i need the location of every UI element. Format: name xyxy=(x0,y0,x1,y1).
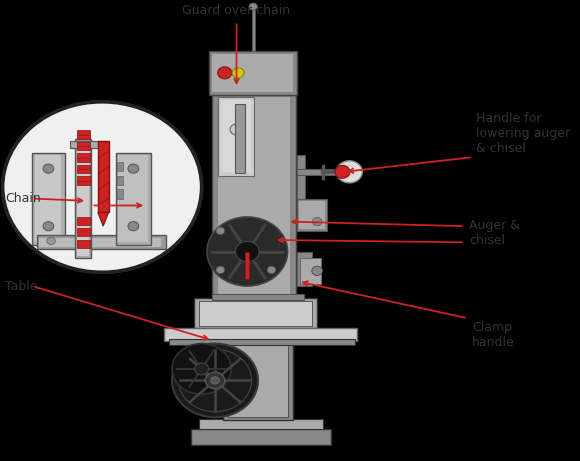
Circle shape xyxy=(179,349,252,412)
Bar xyxy=(98,141,108,213)
Circle shape xyxy=(47,237,55,245)
Circle shape xyxy=(195,363,209,375)
Bar xyxy=(35,155,61,242)
Bar xyxy=(164,328,357,341)
Circle shape xyxy=(230,124,243,135)
Bar xyxy=(77,228,90,236)
Bar xyxy=(77,141,89,256)
Circle shape xyxy=(336,161,362,183)
Bar xyxy=(77,217,90,225)
Bar xyxy=(235,104,245,173)
Bar xyxy=(297,252,312,286)
Bar xyxy=(77,154,90,162)
Text: Table: Table xyxy=(5,279,38,293)
Bar xyxy=(115,153,151,245)
Circle shape xyxy=(207,217,288,286)
Bar xyxy=(300,259,321,284)
Bar xyxy=(77,130,90,139)
Bar xyxy=(37,236,165,249)
Text: Guard over chain: Guard over chain xyxy=(183,4,291,17)
Bar xyxy=(298,200,327,231)
Bar xyxy=(32,153,64,245)
Polygon shape xyxy=(98,213,108,226)
Bar xyxy=(77,177,90,185)
Bar xyxy=(223,341,293,420)
Bar xyxy=(3,102,202,272)
Bar xyxy=(212,54,293,92)
Bar xyxy=(222,100,251,172)
Bar xyxy=(229,343,288,417)
Circle shape xyxy=(343,166,354,175)
Bar xyxy=(212,294,304,300)
Circle shape xyxy=(205,372,224,389)
Circle shape xyxy=(312,266,322,276)
Bar xyxy=(199,419,322,429)
Circle shape xyxy=(128,164,139,173)
Bar xyxy=(199,301,312,326)
Circle shape xyxy=(3,102,202,272)
Circle shape xyxy=(267,266,275,274)
Bar xyxy=(218,97,290,295)
Text: Auger &
chisel: Auger & chisel xyxy=(469,219,520,247)
Bar xyxy=(75,139,92,259)
Bar xyxy=(117,189,122,199)
Bar xyxy=(218,97,254,176)
Circle shape xyxy=(218,67,231,79)
Bar xyxy=(70,141,107,148)
Circle shape xyxy=(335,165,350,178)
Bar xyxy=(77,142,90,150)
Bar xyxy=(245,252,249,279)
Circle shape xyxy=(128,222,139,231)
Bar xyxy=(77,165,90,173)
Bar xyxy=(118,155,148,242)
Circle shape xyxy=(211,377,219,384)
Bar xyxy=(252,7,255,51)
Bar xyxy=(39,238,161,247)
Circle shape xyxy=(172,343,231,394)
Circle shape xyxy=(249,3,258,10)
Bar xyxy=(191,429,331,445)
Bar xyxy=(297,155,305,199)
Circle shape xyxy=(43,222,54,231)
Text: Handle for
lowering auger
& chisel: Handle for lowering auger & chisel xyxy=(476,112,570,155)
Bar xyxy=(212,95,296,297)
Bar xyxy=(298,169,346,175)
Circle shape xyxy=(216,227,224,235)
Bar xyxy=(117,176,122,185)
Bar xyxy=(169,339,355,345)
Circle shape xyxy=(43,164,54,173)
Text: Chain: Chain xyxy=(5,192,41,205)
Circle shape xyxy=(216,266,224,274)
Bar xyxy=(77,240,90,248)
Circle shape xyxy=(172,343,258,417)
Bar xyxy=(209,51,298,95)
Bar xyxy=(194,298,317,328)
Text: Clamp
handle: Clamp handle xyxy=(472,320,514,349)
Circle shape xyxy=(312,218,322,226)
Circle shape xyxy=(235,242,259,262)
Bar xyxy=(117,162,122,171)
Bar xyxy=(299,201,325,230)
Circle shape xyxy=(232,68,244,78)
